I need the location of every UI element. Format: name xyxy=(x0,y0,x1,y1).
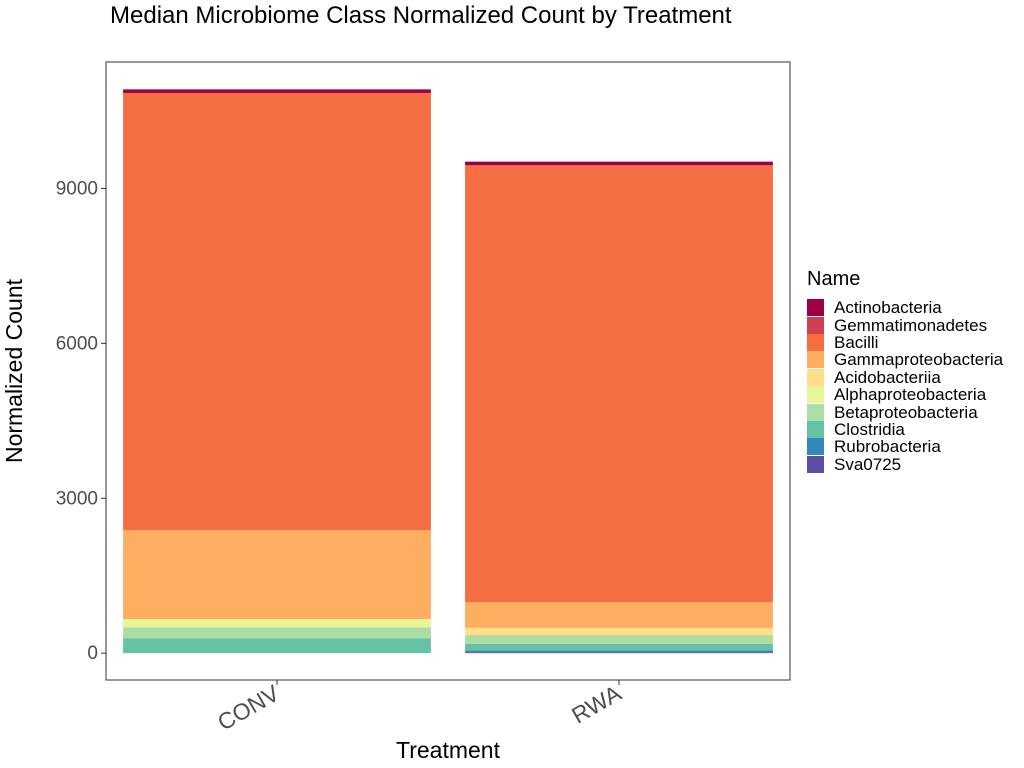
legend-label: Alphaproteobacteria xyxy=(834,385,987,405)
x-tick-label: RWA xyxy=(567,679,626,728)
legend-label: Gemmatimonadetes xyxy=(834,315,988,335)
legend-label: Clostridia xyxy=(834,419,905,439)
bar-rwa-clostridia xyxy=(465,643,773,651)
bar-conv-alphaproteobacteria xyxy=(123,619,431,628)
plot-panel xyxy=(105,61,791,681)
legend-swatch xyxy=(807,368,824,386)
legend: Name Actinobacteria Gemmatimonadetes Bacil… xyxy=(807,268,1003,473)
legend-item-sva0725: Sva0725 xyxy=(807,454,1003,474)
legend-swatch xyxy=(807,420,824,438)
legend-label: Betaproteobacteria xyxy=(834,402,978,422)
legend-label: Actinobacteria xyxy=(834,298,942,318)
bar-rwa-gammaproteobacteria xyxy=(465,602,773,628)
legend-item-actinobacteria: Actinobacteria xyxy=(807,298,1003,318)
legend-swatch xyxy=(807,455,824,473)
legend-label: Sva0725 xyxy=(834,454,902,474)
legend-item-acidobacteriia: Acidobacteriia xyxy=(807,367,1003,387)
bar-rwa-actinobacteria xyxy=(465,161,773,166)
bar-conv-gammaproteobacteria xyxy=(123,530,431,620)
bar-conv-bacilli xyxy=(123,92,431,531)
y-tick-label: 6000 xyxy=(56,333,98,354)
bar-conv-clostridia xyxy=(123,638,431,654)
legend-item-bacilli: Bacilli xyxy=(807,332,1003,352)
legend-items: Actinobacteria Gemmatimonadetes Bacilli Gam… xyxy=(807,299,1003,473)
legend-swatch xyxy=(807,438,824,456)
legend-item-gammaproteobacteria: Gammaproteobacteria xyxy=(807,350,1004,370)
legend-item-gemmatimonadetes: Gemmatimonadetes xyxy=(807,315,1003,335)
y-tick-label: 3000 xyxy=(56,488,98,509)
y-axis-label: Normalized Count xyxy=(1,278,27,463)
y-tick-label: 0 xyxy=(87,643,98,664)
y-tick-label: 9000 xyxy=(56,178,98,199)
bar-rwa-rubrobacteria xyxy=(465,650,773,653)
legend-swatch xyxy=(807,403,824,421)
legend-item-rubrobacteria: Rubrobacteria xyxy=(807,437,1003,457)
legend-swatch xyxy=(807,351,824,369)
bar-conv-betaproteobacteria xyxy=(123,627,431,639)
x-tick-label: CONV xyxy=(213,679,284,735)
bar-conv-actinobacteria xyxy=(123,89,431,93)
x-axis-label: Treatment xyxy=(396,737,501,763)
bar-rwa-sva0725 xyxy=(465,652,773,654)
legend-label: Rubrobacteria xyxy=(834,437,941,457)
bar-rwa-betaproteobacteria xyxy=(465,635,773,644)
legend-title: Name xyxy=(807,268,861,290)
legend-item-clostridia: Clostridia xyxy=(807,419,1003,439)
legend-swatch xyxy=(807,386,824,404)
legend-item-alphaproteobacteria: Alphaproteobacteria xyxy=(807,385,1003,405)
bar-rwa-acidobacteriia xyxy=(465,627,773,636)
bar-rwa-bacilli xyxy=(465,165,773,603)
legend-label: Gammaproteobacteria xyxy=(834,350,1004,370)
legend-label: Bacilli xyxy=(834,332,879,352)
legend-swatch xyxy=(807,299,824,317)
legend-item-betaproteobacteria: Betaproteobacteria xyxy=(807,402,1003,422)
chart-title: Median Microbiome Class Normalized Count… xyxy=(110,2,732,29)
legend-swatch xyxy=(807,333,824,351)
legend-swatch xyxy=(807,316,824,334)
legend-label: Acidobacteriia xyxy=(834,367,941,387)
